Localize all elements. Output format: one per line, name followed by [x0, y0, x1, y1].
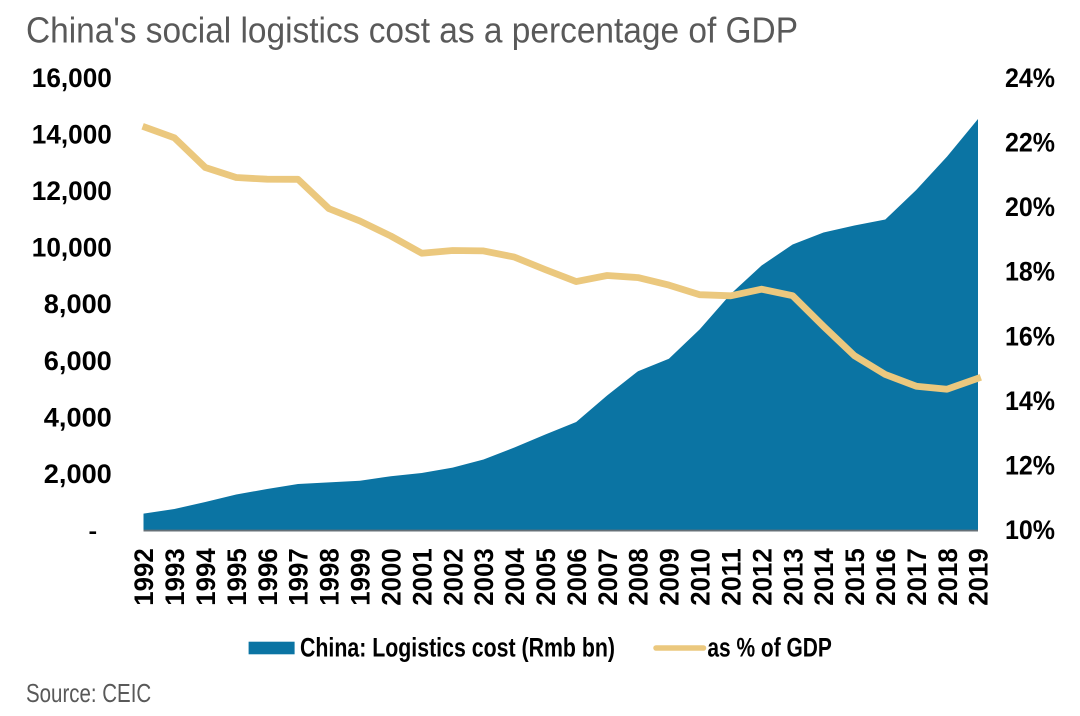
svg-text:2004: 2004: [500, 548, 530, 606]
svg-text:1993: 1993: [160, 548, 190, 606]
svg-text:8,000: 8,000: [44, 289, 112, 319]
svg-text:2015: 2015: [840, 548, 870, 606]
svg-text:2001: 2001: [407, 548, 437, 606]
svg-text:14%: 14%: [1005, 386, 1055, 416]
svg-text:2016: 2016: [871, 548, 901, 606]
svg-text:1996: 1996: [253, 548, 283, 606]
svg-text:1999: 1999: [346, 548, 376, 606]
svg-text:1998: 1998: [315, 548, 345, 606]
svg-text:2019: 2019: [964, 548, 994, 606]
svg-text:1997: 1997: [284, 548, 314, 606]
svg-text:1994: 1994: [191, 548, 221, 606]
svg-text:2018: 2018: [933, 548, 963, 606]
svg-text:12%: 12%: [1005, 451, 1055, 481]
svg-text:10%: 10%: [1005, 515, 1055, 545]
svg-text:2014: 2014: [809, 548, 839, 606]
svg-text:14,000: 14,000: [32, 120, 112, 150]
svg-text:10,000: 10,000: [32, 233, 112, 263]
svg-text:2010: 2010: [686, 548, 716, 606]
svg-text:2009: 2009: [655, 548, 685, 606]
svg-text:24%: 24%: [1005, 63, 1055, 93]
svg-text:1995: 1995: [222, 548, 252, 606]
svg-text:1992: 1992: [129, 548, 159, 606]
svg-text:China: Logistics cost (Rmb bn): China: Logistics cost (Rmb bn): [300, 632, 615, 662]
svg-text:18%: 18%: [1005, 257, 1055, 287]
svg-text:16%: 16%: [1005, 321, 1055, 351]
svg-text:20%: 20%: [1005, 192, 1055, 222]
svg-text:6,000: 6,000: [44, 346, 112, 376]
svg-text:2013: 2013: [778, 548, 808, 606]
svg-text:2006: 2006: [562, 548, 592, 606]
svg-text:4,000: 4,000: [44, 402, 112, 432]
svg-text:12,000: 12,000: [32, 176, 112, 206]
svg-text:as % of GDP: as % of GDP: [707, 632, 832, 662]
svg-text:China's social logistics cost: China's social logistics cost as a perce…: [26, 10, 798, 51]
svg-text:2008: 2008: [624, 548, 654, 606]
svg-text:22%: 22%: [1005, 128, 1055, 158]
svg-text:2007: 2007: [593, 548, 623, 606]
svg-text:2005: 2005: [531, 548, 561, 606]
svg-text:Source: CEIC: Source: CEIC: [26, 678, 151, 708]
svg-text:2,000: 2,000: [44, 459, 112, 489]
svg-text:2002: 2002: [438, 548, 468, 606]
svg-text:2000: 2000: [377, 548, 407, 606]
svg-text:16,000: 16,000: [32, 63, 112, 93]
svg-text:2011: 2011: [716, 548, 746, 606]
svg-text:2003: 2003: [469, 548, 499, 606]
svg-text:2017: 2017: [902, 548, 932, 606]
svg-text:2012: 2012: [747, 548, 777, 606]
